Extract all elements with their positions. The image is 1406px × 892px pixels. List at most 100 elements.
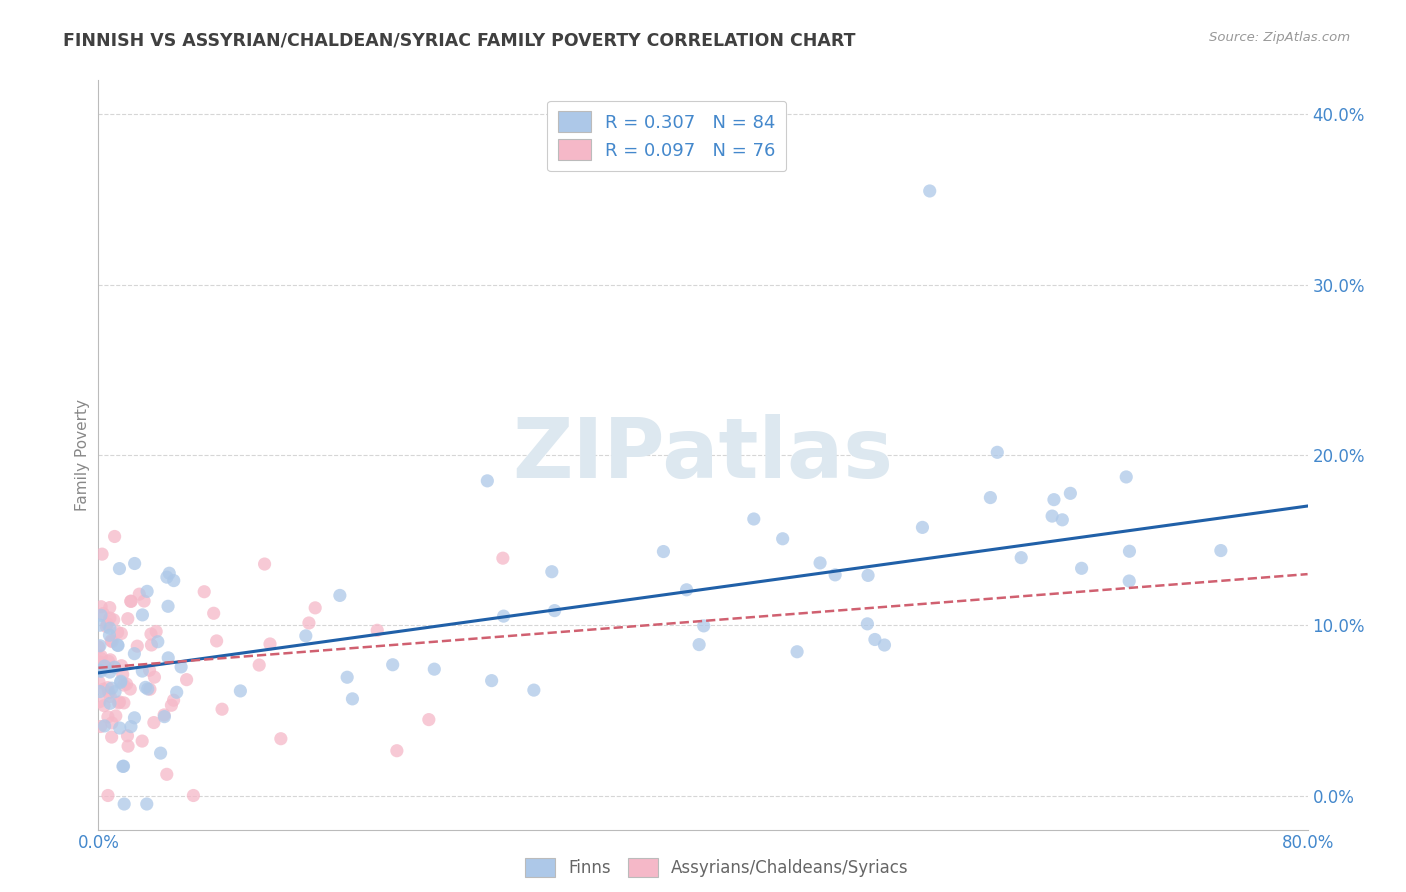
Point — [98, 690, 121, 704]
Point — [176, 673, 198, 687]
Point — [675, 582, 697, 597]
Point — [87, 675, 110, 690]
Point — [100, 730, 122, 744]
Point — [166, 685, 188, 699]
Point — [115, 677, 138, 691]
Point — [98, 696, 121, 710]
Point — [131, 607, 153, 622]
Point — [298, 615, 321, 630]
Point — [856, 568, 879, 582]
Point — [1115, 470, 1137, 484]
Point — [149, 746, 172, 760]
Point — [101, 715, 124, 730]
Point — [153, 707, 176, 722]
Point — [87, 640, 110, 654]
Point — [91, 547, 114, 561]
Point — [110, 626, 132, 640]
Point — [772, 532, 794, 546]
Point — [270, 731, 292, 746]
Point — [98, 611, 121, 625]
Point — [108, 695, 131, 709]
Point — [157, 651, 180, 665]
Point — [90, 608, 112, 623]
Point — [97, 686, 120, 700]
Y-axis label: Family Poverty: Family Poverty — [75, 399, 90, 511]
Point — [153, 709, 176, 723]
Point — [108, 561, 131, 575]
Point — [824, 567, 846, 582]
Point — [107, 625, 129, 640]
Point — [808, 556, 831, 570]
Point — [688, 638, 710, 652]
Point — [139, 627, 162, 641]
Point — [93, 719, 115, 733]
Point — [107, 696, 129, 710]
Point — [477, 474, 499, 488]
Point — [120, 594, 142, 608]
Point — [117, 729, 139, 743]
Point — [90, 719, 112, 733]
Point — [205, 634, 228, 648]
Point — [139, 682, 162, 697]
Point — [93, 659, 115, 673]
Point — [112, 678, 135, 692]
Point — [304, 600, 326, 615]
Point — [96, 616, 118, 631]
Point — [693, 619, 716, 633]
Point — [108, 721, 131, 735]
Legend: R = 0.307   N = 84, R = 0.097   N = 76: R = 0.307 N = 84, R = 0.097 N = 76 — [547, 101, 786, 171]
Point — [156, 570, 179, 584]
Point — [120, 720, 142, 734]
Point — [98, 665, 121, 679]
Point — [89, 639, 111, 653]
Point — [1052, 513, 1074, 527]
Point — [183, 789, 205, 803]
Point — [492, 551, 515, 566]
Point — [89, 655, 111, 669]
Point — [97, 681, 120, 695]
Point — [911, 520, 934, 534]
Point — [329, 589, 352, 603]
Point — [120, 682, 142, 697]
Point — [101, 634, 124, 648]
Point — [1010, 550, 1032, 565]
Point — [918, 184, 941, 198]
Point — [107, 638, 129, 652]
Point — [193, 584, 215, 599]
Point — [143, 670, 166, 684]
Point — [104, 684, 127, 698]
Point — [135, 797, 157, 811]
Point — [127, 639, 149, 653]
Point — [141, 638, 163, 652]
Point — [131, 664, 153, 678]
Text: ZIPatlas: ZIPatlas — [513, 415, 893, 495]
Point — [96, 619, 118, 633]
Point — [89, 684, 111, 698]
Point — [856, 616, 879, 631]
Point — [131, 734, 153, 748]
Text: Source: ZipAtlas.com: Source: ZipAtlas.com — [1209, 31, 1350, 45]
Point — [979, 491, 1001, 505]
Point — [97, 654, 120, 668]
Legend: Finns, Assyrians/Chaldeans/Syriacs: Finns, Assyrians/Chaldeans/Syriacs — [519, 851, 915, 884]
Point — [1059, 486, 1081, 500]
Point — [202, 607, 225, 621]
Point — [1070, 561, 1092, 575]
Point — [98, 600, 121, 615]
Point — [342, 691, 364, 706]
Point — [156, 767, 179, 781]
Point — [98, 621, 121, 635]
Point — [124, 647, 146, 661]
Point — [523, 683, 546, 698]
Point — [543, 604, 565, 618]
Point — [124, 711, 146, 725]
Point — [366, 624, 388, 638]
Point — [132, 594, 155, 608]
Point — [104, 709, 127, 723]
Point — [117, 612, 139, 626]
Point — [93, 698, 115, 713]
Point — [786, 645, 808, 659]
Point — [142, 715, 165, 730]
Point — [112, 797, 135, 811]
Point — [103, 660, 125, 674]
